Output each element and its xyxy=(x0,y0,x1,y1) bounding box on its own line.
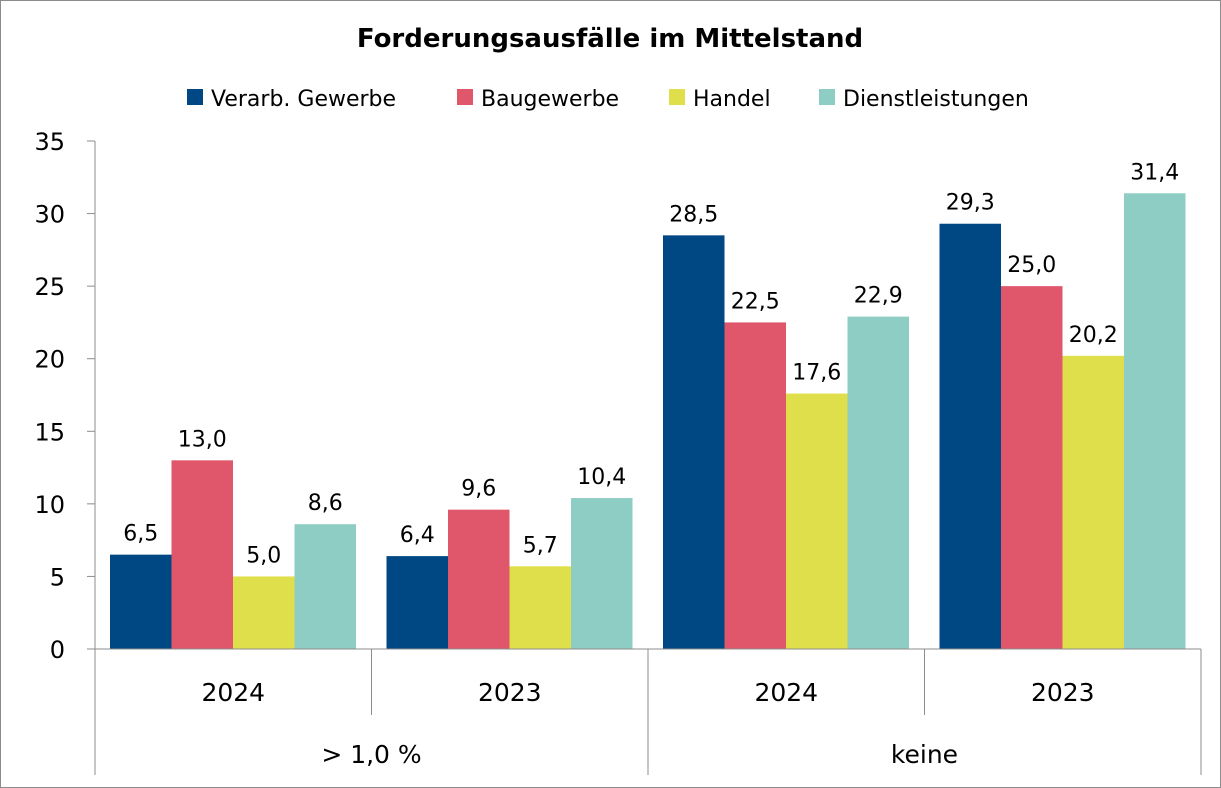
legend-swatch-3 xyxy=(819,89,835,105)
data-label-1-3: 25,0 xyxy=(1007,253,1056,278)
bar-3-3 xyxy=(1124,193,1186,649)
y-tick-label: 30 xyxy=(34,201,65,229)
y-tick-label: 0 xyxy=(50,636,65,664)
x-axis: 2024 2023 2024 2023 > 1,0 % keine xyxy=(94,648,1202,775)
data-label-0-0: 6,5 xyxy=(123,522,158,547)
bar-2-0 xyxy=(233,576,295,649)
data-label-2-0: 5,0 xyxy=(246,543,281,568)
bar-2-1 xyxy=(509,566,571,649)
data-label-3-0: 8,6 xyxy=(308,491,343,516)
data-label-1-1: 9,6 xyxy=(461,477,496,502)
x-group-label: > 1,0 % xyxy=(321,740,421,769)
bar-3-1 xyxy=(571,498,633,649)
legend-label-0: Verarb. Gewerbe xyxy=(211,87,396,112)
chart-title: Forderungsausfälle im Mittelstand xyxy=(357,24,863,54)
y-tick-label: 35 xyxy=(34,128,65,156)
legend-label-3: Dienstleistungen xyxy=(843,87,1029,112)
legend-label-2: Handel xyxy=(693,87,771,112)
data-label-0-2: 28,5 xyxy=(669,202,718,227)
data-label-3-3: 31,4 xyxy=(1130,160,1179,185)
y-axis: 0 5 10 15 20 25 30 35 xyxy=(34,128,96,664)
y-tick-label: 20 xyxy=(34,346,65,374)
x-category-label: 2023 xyxy=(478,678,542,707)
bar-3-0 xyxy=(294,524,356,649)
bar-3-2 xyxy=(847,316,909,649)
data-label-2-3: 20,2 xyxy=(1069,323,1118,348)
x-category-label: 2023 xyxy=(1031,678,1095,707)
data-label-1-0: 13,0 xyxy=(178,427,227,452)
data-label-3-1: 10,4 xyxy=(577,465,626,490)
data-label-3-2: 22,9 xyxy=(854,284,903,309)
x-category-label: 2024 xyxy=(201,678,265,707)
bar-1-0 xyxy=(171,460,233,649)
y-tick-label: 10 xyxy=(34,491,65,519)
bar-0-3 xyxy=(939,223,1001,649)
data-label-1-2: 22,5 xyxy=(731,289,780,314)
legend-swatch-1 xyxy=(457,89,473,105)
data-label-0-1: 6,4 xyxy=(400,523,435,548)
data-label-2-2: 17,6 xyxy=(792,361,841,386)
bar-0-1 xyxy=(386,556,448,649)
bar-1-3 xyxy=(1001,286,1063,649)
legend: Verarb. Gewerbe Baugewerbe Handel Dienstlei… xyxy=(187,87,1029,112)
bar-2-2 xyxy=(786,393,848,649)
y-tick-label: 25 xyxy=(34,273,65,301)
legend-swatch-0 xyxy=(187,89,203,105)
legend-swatch-2 xyxy=(669,89,685,105)
bar-1-2 xyxy=(724,322,786,649)
data-label-0-3: 29,3 xyxy=(946,191,995,216)
data-label-2-1: 5,7 xyxy=(523,533,558,558)
x-group-label: keine xyxy=(891,740,958,769)
y-tick-label: 5 xyxy=(50,563,65,591)
legend-label-1: Baugewerbe xyxy=(481,87,619,112)
x-category-label: 2024 xyxy=(754,678,818,707)
y-tick-label: 15 xyxy=(34,418,65,446)
bar-2-3 xyxy=(1062,355,1124,649)
bar-1-1 xyxy=(448,509,510,649)
bar-0-0 xyxy=(110,554,172,649)
bars: 6,5 13,0 5,0 8,6 6,4 9,6 5,7 10,4 28,5 22,5 17,6 22… xyxy=(110,160,1186,650)
bar-0-2 xyxy=(663,235,725,650)
